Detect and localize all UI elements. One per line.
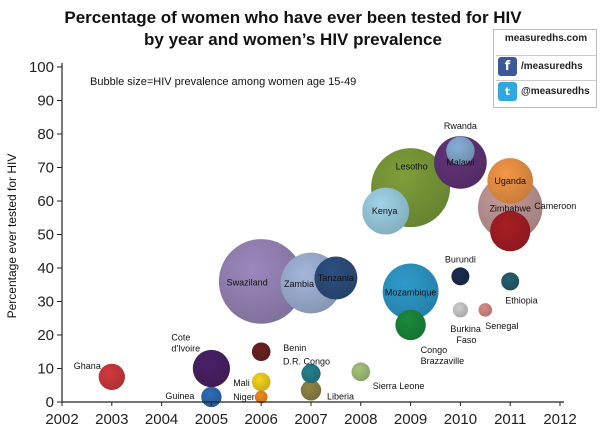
chart-title-line-2: by year and women’s HIV prevalence xyxy=(144,30,442,49)
facebook-icon: f xyxy=(498,57,517,76)
bubble-label-rwanda: Rwanda xyxy=(444,121,477,131)
twitter-link[interactable]: t @measuredhs xyxy=(494,82,598,101)
bubble-label-ghana: Ghana xyxy=(74,361,101,371)
x-tick-label: 2008 xyxy=(344,411,377,428)
bubble-label-cameroon: Cameroon xyxy=(534,201,576,211)
bubble-ethiopia xyxy=(501,272,520,291)
bubble-label-burkina-faso: Burkina Faso xyxy=(450,324,481,345)
y-tick-label: 30 xyxy=(37,294,54,311)
y-tick-label: 40 xyxy=(37,260,54,277)
bubble-d-r-congo xyxy=(301,363,321,384)
y-tick-label: 10 xyxy=(37,361,54,378)
bubbles-group xyxy=(98,136,543,408)
bubble-label-liberia: Liberia xyxy=(327,391,354,401)
bubble-label-guinea: Guinea xyxy=(165,391,194,401)
bubble-sierra-leone xyxy=(351,362,371,382)
x-tick-label: 2004 xyxy=(145,411,178,428)
bubble-label-burundi: Burundi xyxy=(445,254,476,264)
x-tick-label: 2002 xyxy=(45,411,78,428)
bubble-label-kenya: Kenya xyxy=(372,206,398,216)
axes-group: 0 10 20 30 40 50 60 70 80 90 100 2002 2003 2004 2005 20… xyxy=(29,59,577,428)
bubble-label-sierra-leone: Sierra Leone xyxy=(373,381,425,391)
x-tick-label: 2010 xyxy=(444,411,477,428)
x-tick-label: 2011 xyxy=(494,411,526,428)
bubble-label-niger: Niger xyxy=(233,392,255,402)
site-url-text: measuredhs.com xyxy=(504,33,588,44)
bubble-label-ethiopia: Ethiopia xyxy=(505,295,538,305)
bubble-mali xyxy=(251,372,271,392)
x-tick-label: 2012 xyxy=(543,411,576,428)
twitter-icon: t xyxy=(498,82,517,101)
bubble-mozambique xyxy=(382,263,439,320)
bubble-swaziland xyxy=(218,239,304,324)
facebook-handle: /measuredhs xyxy=(521,61,583,72)
bubble-label-uganda: Uganda xyxy=(494,176,526,186)
y-tick-label: 20 xyxy=(37,327,54,344)
y-tick-label: 60 xyxy=(37,193,54,210)
bubble-label-mali: Mali xyxy=(233,378,250,388)
bubble-niger xyxy=(254,390,268,404)
bubble-cote-d-ivoire xyxy=(192,349,231,388)
bubble-label-lesotho: Lesotho xyxy=(396,162,428,172)
bubble-kenya xyxy=(362,187,410,235)
bubble-rwanda xyxy=(446,136,475,165)
y-axis-label: Percentage ever tested for HIV xyxy=(5,154,19,319)
bubble-label-senegal: Senegal xyxy=(485,321,518,331)
bubble-burkina-faso xyxy=(452,302,468,318)
bubble-size-note: Bubble size=HIV prevalence among women a… xyxy=(90,76,356,88)
y-tick-label: 100 xyxy=(29,59,54,76)
y-tick-label: 50 xyxy=(37,227,54,244)
bubble-label-d-r-congo: D.R. Congo xyxy=(283,357,330,367)
bubble-congo-brazzaville xyxy=(395,309,426,341)
site-url[interactable]: measuredhs.com xyxy=(494,33,598,44)
bubble-tanzania xyxy=(314,256,358,300)
x-tick-label: 2006 xyxy=(245,411,278,428)
bubble-label-swaziland: Swaziland xyxy=(227,277,268,287)
divider xyxy=(496,55,596,56)
y-tick-label: 0 xyxy=(46,394,54,411)
y-tick-label: 70 xyxy=(37,160,54,177)
bubble-senegal xyxy=(478,303,493,317)
bubble-label-tanzania: Tanzania xyxy=(318,273,354,283)
x-tick-label: 2005 xyxy=(195,411,228,428)
bubble-label-zambia: Zambia xyxy=(284,279,314,289)
bubble-uganda xyxy=(487,158,533,204)
social-media-box: measuredhs.com f /measuredhs t @measured… xyxy=(493,29,597,108)
facebook-link[interactable]: f /measuredhs xyxy=(494,57,598,76)
bubble-cameroon xyxy=(490,211,531,252)
bubble-benin xyxy=(251,342,271,362)
x-tick-label: 2007 xyxy=(294,411,327,428)
bubble-ghana xyxy=(98,363,125,391)
divider xyxy=(496,80,596,81)
bubble-label-benin: Benin xyxy=(283,343,306,353)
bubble-liberia xyxy=(300,380,322,401)
x-tick-label: 2009 xyxy=(394,411,427,428)
bubble-label-malawi: Malawi xyxy=(446,157,474,167)
chart-title-line-1: Percentage of women who have ever been t… xyxy=(64,8,522,27)
bubble-label-cote-d-ivoire: Cote d'Ivoire xyxy=(171,333,200,354)
bubble-labels-group: Swaziland Lesotho Zambia Zimbabwe Mozambique… xyxy=(74,121,576,402)
bubble-burundi xyxy=(451,267,470,286)
y-tick-label: 90 xyxy=(37,93,54,110)
y-tick-label: 80 xyxy=(37,126,54,143)
bubble-label-zimbabwe: Zimbabwe xyxy=(489,204,531,214)
bubble-label-congo-brazzaville: Congo Brazzaville xyxy=(421,345,465,366)
x-tick-label: 2003 xyxy=(95,411,128,428)
twitter-handle: @measuredhs xyxy=(521,86,590,97)
bubble-label-mozambique: Mozambique xyxy=(385,287,437,297)
